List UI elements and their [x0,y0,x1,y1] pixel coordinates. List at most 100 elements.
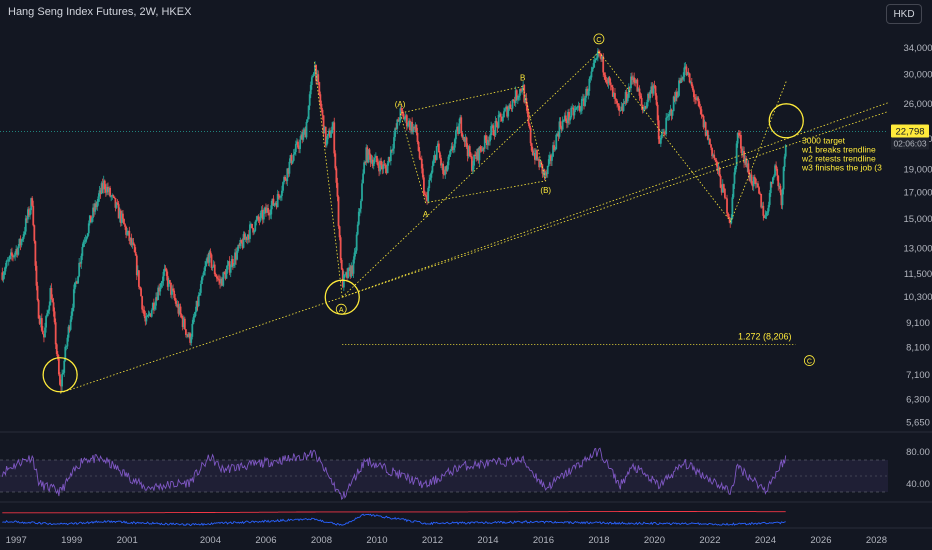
candle [217,278,219,280]
x-tick-label: 2022 [699,535,720,546]
currency-badge[interactable]: HKD [886,4,922,24]
candle [471,156,473,171]
candle [172,288,174,291]
candle [115,202,118,208]
candle [506,106,509,117]
candle [770,181,773,184]
candle [325,139,328,146]
candle [544,172,547,176]
candle [556,133,559,135]
candle [695,99,697,101]
candle [142,309,145,311]
candle [350,265,353,277]
candle [313,72,315,76]
candle [187,334,189,337]
candle [622,102,625,111]
candle [266,207,268,213]
wave-label-C-circled-target-ring [803,355,815,366]
candle [320,103,323,110]
y-tick-label: 26,000 [903,99,932,110]
candle [730,218,733,224]
candle [195,300,198,312]
candle [559,121,562,127]
candle [362,173,364,184]
candle [736,132,739,144]
candle [234,252,236,265]
candle [657,120,660,140]
candle [611,87,614,97]
candle [209,251,212,255]
candle [378,165,380,172]
candle [289,155,292,162]
candle [33,225,36,242]
candle [202,275,204,278]
candle [504,108,506,112]
candle [406,125,409,127]
candle [48,305,51,311]
candle [346,272,348,278]
candle [562,120,565,121]
candle [671,111,674,116]
candle [638,88,641,96]
candle [688,73,691,83]
candle [178,306,181,314]
candle [410,121,412,130]
candle [265,207,267,213]
candle [554,149,557,151]
candle [772,177,774,184]
candle [488,140,490,142]
candle [108,187,110,192]
candle [162,271,165,282]
candle [710,144,712,148]
candle [538,159,541,168]
candle [358,208,361,212]
candle [134,252,137,256]
candle [25,218,28,220]
candle [653,85,656,87]
candle [594,58,597,60]
x-tick-label: 2018 [588,535,609,546]
candle [680,78,683,83]
candle [126,232,129,235]
candle [278,196,281,198]
y-tick-label: 11,500 [904,269,932,280]
candle [132,242,135,245]
candle [211,267,214,268]
circle-1998 [42,357,78,393]
candle [19,238,22,246]
candle [431,165,434,173]
candle [145,316,148,322]
candle [82,241,85,248]
candle [207,257,210,263]
candle [158,287,161,292]
candle [28,209,30,216]
candle [564,115,567,122]
candle [103,180,106,189]
candle [252,228,255,233]
candle [288,161,291,174]
candle [2,274,5,280]
candle [203,271,205,276]
candle [473,154,475,166]
candle [22,234,25,239]
candle [122,213,124,219]
candle [500,116,503,122]
candle [489,135,491,142]
candle [338,226,341,238]
candle [18,238,21,247]
candle [353,252,356,260]
candle [363,162,366,174]
candle [326,133,329,140]
candle [96,201,99,208]
candle [135,255,138,276]
candle [277,194,280,197]
candle [83,241,86,243]
candle [608,77,611,83]
x-tick-label: 2020 [644,535,665,546]
candle [557,133,560,137]
candle [634,82,637,84]
candle [514,90,517,104]
wave-label-A-circled-ring [335,303,347,315]
